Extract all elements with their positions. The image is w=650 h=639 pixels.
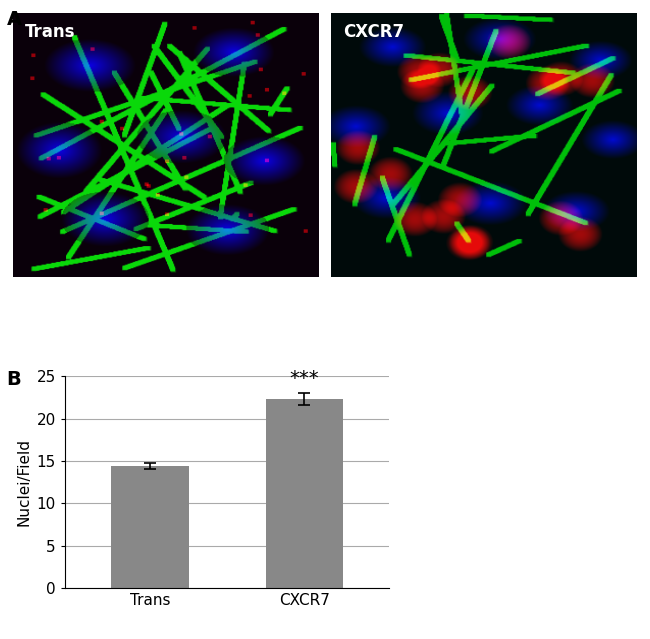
- Text: Trans: Trans: [25, 24, 76, 42]
- Bar: [266, 399, 343, 588]
- Text: B: B: [6, 370, 21, 389]
- Y-axis label: Nuclei/Field: Nuclei/Field: [16, 438, 31, 526]
- Text: ***: ***: [290, 369, 319, 389]
- Text: CXCR7: CXCR7: [343, 24, 404, 42]
- Text: A: A: [6, 10, 21, 29]
- Bar: [111, 466, 188, 588]
